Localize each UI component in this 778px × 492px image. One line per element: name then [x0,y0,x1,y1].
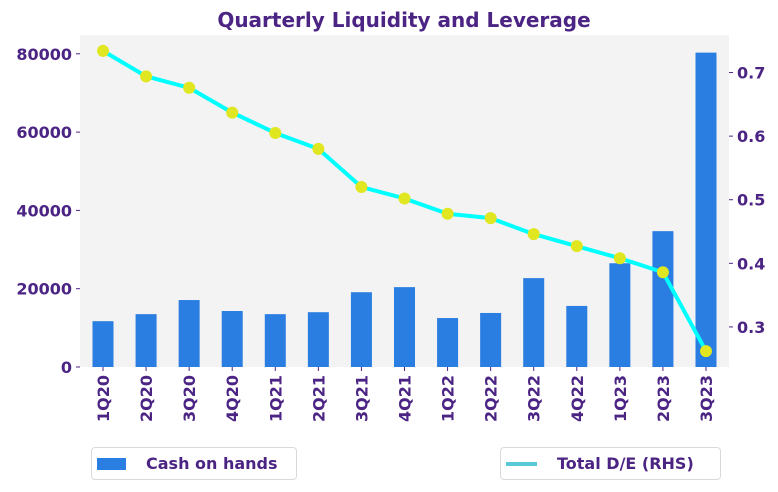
bar-3Q20 [178,300,200,367]
right-tick-label: 0.5 [737,191,765,210]
legend-label-cash: Cash on hands [146,454,278,473]
x-tick-label: 3Q21 [352,375,371,422]
bar-series [92,52,717,368]
bar-1Q22 [437,318,459,367]
bar-1Q23 [609,263,631,367]
right-axis: 0.3 0.4 0.5 0.6 0.7 [729,64,765,337]
de-point-3Q20 [183,81,196,94]
de-point-2Q21 [312,142,325,155]
bar-2Q22 [480,312,502,367]
chart-title: Quarterly Liquidity and Leverage [217,8,590,32]
x-tick-label: 2Q20 [137,375,156,422]
left-tick-label: 40000 [16,201,72,220]
right-tick-label: 0.4 [737,254,765,273]
bar-2Q23 [652,231,674,367]
de-point-4Q21 [398,192,411,205]
right-tick-label: 0.6 [737,127,765,146]
bar-2Q20 [135,314,157,367]
de-point-3Q21 [355,181,368,194]
right-tick-label: 0.7 [737,64,765,83]
legend-line-swatch [506,461,537,466]
de-point-3Q23 [700,345,712,358]
bar-3Q22 [523,278,545,367]
x-axis: 1Q20 2Q20 3Q20 4Q20 1Q21 2Q21 3Q21 4Q21 1Q22 2Q22… [94,367,716,422]
de-point-1Q21 [269,126,282,139]
left-tick-label: 80000 [16,45,72,64]
de-point-3Q22 [527,228,540,241]
de-point-2Q20 [140,70,153,83]
x-tick-label: 1Q21 [266,375,285,422]
de-point-2Q23 [656,266,669,279]
x-tick-label: 3Q22 [525,375,544,422]
bar-3Q23 [695,52,717,368]
x-tick-label: 3Q23 [697,375,716,422]
bar-3Q21 [350,292,372,367]
line-series [97,44,712,358]
x-tick-label: 1Q20 [94,375,113,422]
de-point-4Q22 [570,240,583,253]
legend-label-de: Total D/E (RHS) [557,454,694,473]
bar-1Q20 [92,321,114,367]
left-tick-label: 20000 [16,280,72,299]
legend-bar-swatch [97,457,126,470]
de-point-1Q23 [613,252,626,265]
left-tick-label: 60000 [16,123,72,142]
right-tick-label: 0.3 [737,318,765,337]
bar-4Q22 [566,305,588,367]
x-tick-label: 2Q21 [309,375,328,422]
legend-cash: Cash on hands [91,447,297,480]
left-tick-label: 0 [61,358,72,377]
x-tick-label: 4Q22 [568,375,587,422]
x-tick-label: 3Q20 [180,375,199,422]
de-point-1Q22 [441,207,454,220]
de-point-4Q20 [226,106,239,119]
x-tick-label: 2Q23 [654,375,673,422]
bar-1Q21 [264,314,286,367]
legend-de: Total D/E (RHS) [500,447,721,480]
x-tick-label: 1Q23 [611,375,630,422]
de-point-1Q20 [97,44,109,57]
bar-2Q21 [307,312,329,367]
bar-4Q21 [394,287,415,367]
x-tick-label: 4Q20 [223,375,242,422]
left-axis: 0 20000 40000 60000 80000 [16,45,80,377]
x-tick-label: 1Q22 [439,375,458,422]
x-tick-label: 2Q22 [482,375,501,422]
de-point-2Q22 [484,212,497,225]
x-tick-label: 4Q21 [396,375,415,422]
bar-4Q20 [221,311,243,367]
